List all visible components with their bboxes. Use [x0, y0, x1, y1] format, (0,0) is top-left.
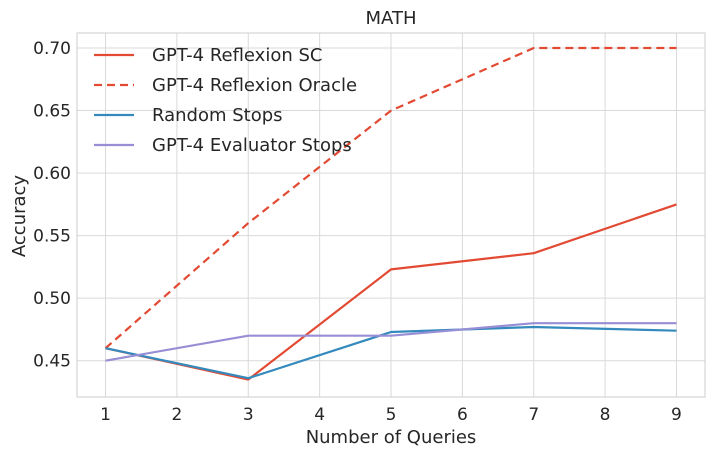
x-tick-label: 4: [314, 405, 325, 425]
x-tick-label: 8: [600, 405, 611, 425]
legend-label: GPT-4 Reflexion Oracle: [152, 75, 357, 96]
series-lines: [104, 46, 677, 381]
y-tick-label: 0.45: [33, 352, 71, 372]
legend: GPT-4 Reflexion SC GPT-4 Reflexion Oracle…: [94, 45, 357, 156]
legend-label: Random Stops: [152, 105, 283, 126]
series-line: [105, 325, 677, 380]
y-axis-label: Accuracy: [9, 175, 30, 258]
x-tick-label: 3: [243, 405, 254, 425]
series-line: [104, 46, 677, 350]
y-tick-label: 0.70: [33, 39, 71, 59]
x-tick-label: 6: [457, 405, 468, 425]
y-tick-label: 0.50: [33, 289, 71, 309]
legend-label: GPT-4 Evaluator Stops: [152, 135, 352, 156]
y-tick-label: 0.65: [33, 102, 71, 122]
y-tick-label: 0.60: [33, 164, 71, 184]
legend-label: GPT-4 Reflexion SC: [152, 45, 322, 66]
chart-title: MATH: [366, 8, 417, 29]
x-tick-label: 2: [171, 405, 182, 425]
x-axis-label: Number of Queries: [306, 427, 477, 448]
x-tick-label: 1: [100, 405, 111, 425]
x-tick-label: 5: [386, 405, 397, 425]
series-line: [105, 322, 677, 362]
plot-frame: [76, 32, 706, 398]
x-tick-label: 9: [671, 405, 682, 425]
y-tick-label: 0.55: [33, 227, 71, 247]
tick-labels: 1 2 3 4 5 6 7 8 9 0.45 0.50 0.55 0.60 0.65 0.70: [33, 39, 682, 425]
x-tick-label: 7: [528, 405, 539, 425]
